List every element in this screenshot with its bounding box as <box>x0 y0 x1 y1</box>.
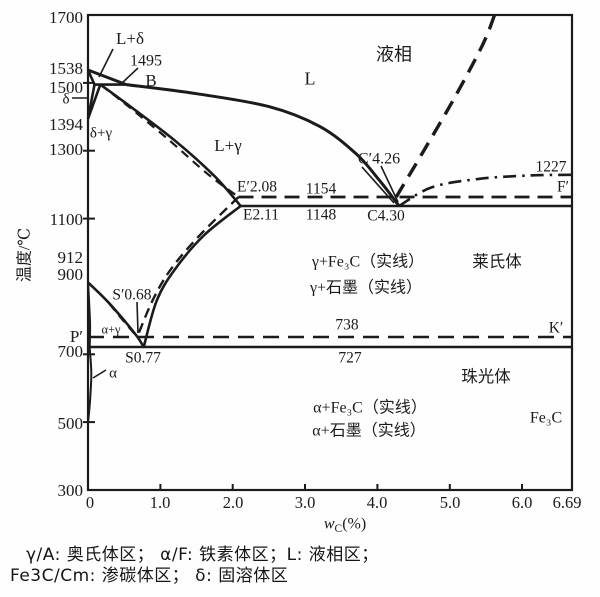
label--: δ+γ <box>90 125 113 141</box>
y-axis-title: 温度/℃ <box>16 228 34 282</box>
x-tick-label: 6.69 <box>553 493 582 512</box>
curve-acm-ES <box>142 204 242 348</box>
leader-line <box>361 166 395 204</box>
label-1154: 1154 <box>306 180 337 197</box>
leader-line <box>92 369 107 379</box>
label--: α <box>109 365 117 381</box>
label--石墨-实线-: γ+石墨（实线） <box>309 279 422 297</box>
curve-solidus-JE <box>99 83 242 207</box>
label-727: 727 <box>338 349 362 366</box>
caption-line-2: Fe3C/Cm: 渗碳体区； δ: 固溶体区 <box>10 566 289 586</box>
y-tick-label: 1700 <box>49 8 83 27</box>
label--Fe-C-实线-: γ+Fe₃C（实线） <box>311 253 424 271</box>
label-738: 738 <box>335 316 359 333</box>
label-C-4-26: C′4.26 <box>358 151 400 168</box>
y-tick-label: 900 <box>58 265 84 284</box>
label-C4-30: C4.30 <box>367 207 405 224</box>
x-tick-label: 6.0 <box>512 493 533 512</box>
label-S0-77: S0.77 <box>125 349 161 366</box>
x-axis-title: wC(%) <box>324 516 366 535</box>
label--石墨-实线-: α+石墨（实线） <box>312 422 425 440</box>
curve-liquidus-AB <box>87 68 127 87</box>
label-1495: 1495 <box>130 53 162 70</box>
leader-line <box>136 301 139 334</box>
curve-solidus-AH <box>86 69 96 86</box>
leader-line <box>380 165 399 203</box>
label-1227: 1227 <box>536 158 567 175</box>
x-tick-label: 0 <box>86 493 94 512</box>
label-B: B <box>145 71 156 90</box>
label-L-: L+γ <box>214 136 242 155</box>
label-莱氏体: 莱氏体 <box>472 252 522 271</box>
curve-solvus-PQ <box>87 346 93 423</box>
label--: δ <box>62 91 69 107</box>
curve-a3-GS-graphite <box>87 281 139 338</box>
x-tick-label: 2.0 <box>223 493 244 512</box>
y-tick-label: 500 <box>58 414 84 433</box>
y-tick-label: P′ <box>70 327 83 346</box>
y-tick-label: 1394 <box>49 115 84 134</box>
y-tick-label: 912 <box>58 248 84 267</box>
x-tick-label: 5.0 <box>440 493 461 512</box>
caption-line-1: γ/A: 奥氏体区； α/F: 铁素体区；L: 液相区； <box>26 545 379 565</box>
plot-border <box>86 13 574 492</box>
label-F-: F′ <box>557 178 569 195</box>
curve-liquidus-CD-graphite <box>394 14 497 198</box>
leader-line <box>121 67 139 84</box>
curve-JN <box>86 84 102 120</box>
x-tick-label: 3.0 <box>295 493 316 512</box>
label--: α+γ <box>101 322 121 336</box>
y-tick-label: 1100 <box>50 210 83 229</box>
curve-acm-ES-graphite <box>136 196 240 338</box>
label-液相: 液相 <box>376 44 412 64</box>
label-E2-11: E2.11 <box>243 206 279 223</box>
label-Fe-C: Fe₃C <box>530 410 562 427</box>
label-L-: L+δ <box>116 29 144 48</box>
x-tick-label: 4.0 <box>367 493 388 512</box>
curve-liquidus-CD <box>398 173 573 208</box>
y-tick-label: 1300 <box>49 140 83 159</box>
y-tick-label: 300 <box>58 481 84 500</box>
y-tick-label: 700 <box>58 342 84 361</box>
x-tick-label: 1.0 <box>150 493 171 512</box>
y-tick-label: 1500 <box>49 78 83 97</box>
y-tick-label: 1538 <box>49 59 83 78</box>
leader-line <box>98 48 114 78</box>
label-珠光体: 珠光体 <box>461 367 511 386</box>
label-K-: K′ <box>549 319 564 336</box>
label-E-2-08: E′2.08 <box>237 178 277 195</box>
curve-liquidus-BC <box>126 83 401 207</box>
label-S-0-68: S′0.68 <box>112 286 151 303</box>
curve-solidus-JE-graphite <box>99 83 240 198</box>
label-1148: 1148 <box>306 206 337 223</box>
label-L: L <box>305 68 316 88</box>
label--Fe-C-实线-: α+Fe₃C（实线） <box>313 399 427 417</box>
